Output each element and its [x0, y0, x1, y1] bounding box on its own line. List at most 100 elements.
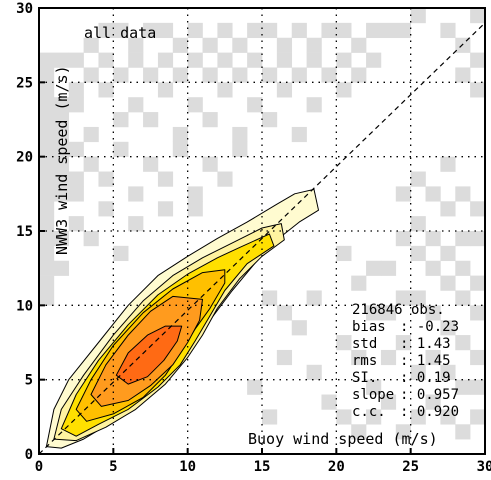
sparse-cell-117 [262, 290, 278, 306]
sparse-cell-83 [68, 82, 84, 98]
y-tick-label-10: 10 [16, 298, 33, 314]
sparse-cell-157 [351, 424, 367, 440]
stat-cc-value: : 0.920 [400, 404, 459, 420]
sparse-cell-174 [425, 186, 441, 202]
stat-rms-value: : 1.45 [400, 353, 451, 369]
sparse-cell-155 [380, 394, 397, 410]
sparse-cell-57 [128, 52, 144, 68]
grid-lines [39, 8, 485, 454]
sparse-cell-134 [425, 231, 441, 247]
sparse-cell-127 [351, 275, 367, 291]
sparse-cell-130 [380, 305, 397, 321]
sparse-cell-145 [455, 335, 471, 351]
sparse-cell-32 [113, 22, 129, 39]
sparse-cell-126 [336, 335, 352, 351]
sparse-cell-9 [39, 126, 55, 143]
sparse-cell-166 [351, 349, 367, 366]
sparse-cell-144 [440, 320, 456, 336]
sparse-cell-86 [172, 126, 188, 143]
sparse-cell-119 [291, 320, 307, 336]
axis-ticks: 0 5 10 15 20 25 30 0 5 10 15 20 25 30 [16, 1, 491, 475]
sparse-cell-77 [187, 97, 203, 113]
sparse-cell-137 [440, 275, 456, 291]
x-tick-label-15: 15 [254, 459, 271, 475]
sparse-cell-28 [39, 275, 55, 291]
sparse-cell-168 [380, 260, 397, 276]
sparse-cell-146 [470, 349, 486, 366]
sparse-cell-154 [395, 424, 411, 440]
sparse-cell-125 [306, 364, 322, 380]
contour-level-6 [115, 325, 183, 385]
sparse-cell-18 [53, 171, 70, 187]
sparse-cell-81 [306, 97, 322, 113]
sparse-cell-62 [202, 67, 218, 83]
sparse-cell-23 [39, 216, 55, 232]
sparse-cell-8 [68, 97, 84, 113]
sparse-cell-71 [336, 52, 352, 68]
sparse-cell-111 [470, 8, 486, 24]
sparse-cell-3 [39, 82, 55, 98]
sparse-cell-160 [395, 335, 411, 351]
sparse-cell-90 [291, 126, 307, 143]
sparse-cell-158 [366, 379, 382, 395]
sparse-cell-133 [410, 245, 426, 262]
sparse-cell-14 [83, 126, 99, 143]
sparse-cell-116 [440, 22, 456, 39]
sparse-cell-0 [39, 52, 55, 68]
sparse-cell-60 [172, 67, 188, 83]
sparse-cell-19 [68, 171, 84, 187]
sparse-cell-102 [217, 171, 233, 187]
sparse-cell-66 [262, 67, 278, 83]
sparse-cell-76 [157, 82, 174, 98]
sparse-cell-49 [366, 22, 382, 39]
sparse-cell-31 [98, 22, 114, 39]
sparse-cell-92 [113, 141, 129, 157]
sparse-cell-13 [68, 141, 84, 157]
sparse-cell-45 [306, 37, 322, 53]
sparse-cell-163 [410, 364, 426, 380]
sparse-cell-106 [157, 201, 174, 217]
sparse-cell-40 [232, 37, 248, 53]
sparse-cell-108 [83, 231, 99, 247]
sparse-cell-98 [98, 171, 114, 187]
sparse-cell-84 [113, 112, 129, 128]
stat-slope-value: : 0.957 [400, 387, 459, 403]
sparse-cell-167 [336, 409, 352, 425]
sparse-cell-36 [172, 37, 188, 53]
sparse-cell-89 [262, 112, 278, 128]
sparse-cell-38 [202, 37, 218, 53]
sparse-cell-72 [351, 67, 367, 83]
sparse-cell-103 [68, 216, 84, 232]
x-tick-label-10: 10 [179, 459, 196, 475]
sparse-cell-114 [470, 82, 486, 98]
sparse-cell-22 [39, 201, 55, 217]
sparse-cell-100 [157, 171, 174, 187]
sparse-cell-27 [53, 260, 70, 276]
sparse-cell-138 [455, 260, 471, 276]
sparse-cell-87 [202, 112, 218, 128]
sparse-cell-55 [98, 52, 114, 68]
sparse-cell-151 [440, 409, 456, 425]
sparse-cell-105 [128, 216, 144, 232]
sparse-cell-58 [143, 67, 159, 83]
x-tick-label-5: 5 [109, 459, 117, 475]
sparse-cells [39, 8, 486, 440]
sparse-cell-44 [291, 22, 307, 39]
sparse-cell-139 [455, 290, 471, 306]
sparse-cell-29 [39, 290, 55, 306]
stat-bias-value: : -0.23 [400, 319, 459, 335]
sparse-cell-172 [455, 186, 471, 202]
sparse-cell-33 [128, 37, 144, 53]
sparse-cell-21 [53, 186, 70, 202]
sparse-cell-165 [366, 305, 382, 321]
sparse-cell-101 [187, 186, 203, 202]
sparse-cell-75 [128, 97, 144, 113]
sparse-cell-48 [351, 37, 367, 53]
stat-si-label: SI. [352, 370, 377, 386]
sparse-cell-177 [395, 186, 411, 202]
sparse-cell-43 [276, 37, 293, 53]
sparse-cell-11 [39, 141, 55, 157]
sparse-cell-129 [336, 245, 352, 262]
sparse-cell-34 [143, 22, 159, 39]
